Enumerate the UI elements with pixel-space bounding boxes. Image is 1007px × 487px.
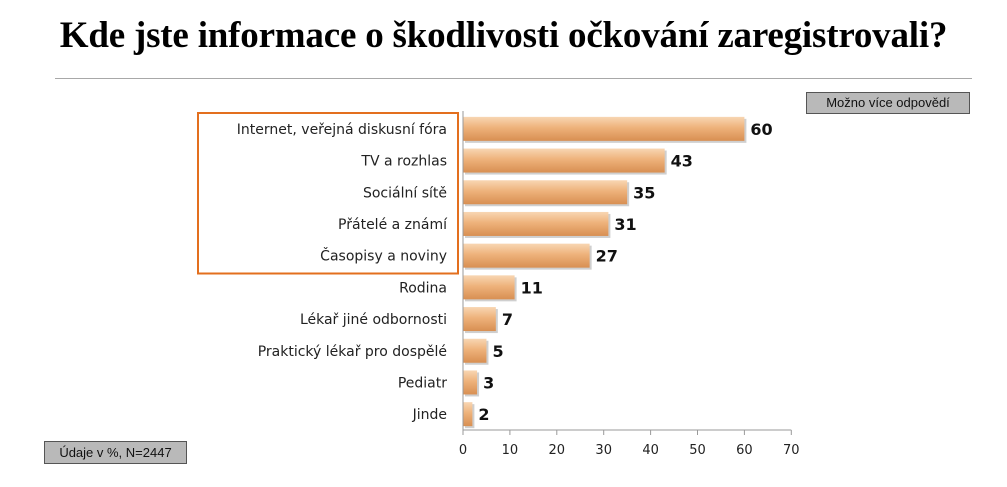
category-label: Přátelé a známí [338, 217, 448, 233]
bar-tv-a-rozhlas [463, 148, 665, 173]
category-label: Jinde [412, 407, 447, 423]
category-label: Internet, veřejná diskusní fóra [237, 122, 447, 138]
category-label: Lékař jiné odbornosti [300, 312, 447, 328]
x-tick-label: 60 [736, 443, 753, 458]
value-label: 5 [492, 342, 503, 361]
bar-socialni-site [463, 180, 628, 205]
value-label: 27 [596, 247, 618, 266]
bar-lekar-jine-odbornosti [463, 307, 496, 332]
x-tick-label: 30 [595, 443, 612, 458]
category-label: Praktický lékař pro dospělé [258, 344, 447, 360]
chart-title: Kde jste informace o škodlivosti očkován… [59, 15, 948, 56]
x-tick-label: 0 [459, 443, 467, 458]
value-label: 7 [502, 310, 513, 329]
bar-pratele-a-znami [463, 211, 609, 236]
x-tick-label: 40 [642, 443, 659, 458]
labels-layer: Internet, veřejná diskusní fóra 60 TV a ro… [197, 112, 800, 458]
x-tick-label: 50 [689, 443, 706, 458]
x-tick-label: 10 [502, 443, 519, 458]
title-divider [55, 78, 972, 79]
sample-size-note: Údaje v %, N=2447 [44, 441, 187, 464]
bars-layer [463, 116, 747, 429]
category-label: Rodina [399, 280, 447, 296]
x-tick-label: 20 [549, 443, 566, 458]
category-label: Pediatr [398, 375, 447, 391]
value-label: 60 [750, 120, 772, 139]
category-label: Sociální sítě [363, 185, 447, 201]
value-label: 35 [633, 183, 655, 202]
highlight-frame [197, 112, 459, 275]
bar-casopisy-a-noviny [463, 243, 590, 268]
value-label: 31 [614, 215, 636, 234]
category-label: TV a rozhlas [360, 154, 447, 170]
value-label: 2 [478, 405, 489, 424]
bar-prakticky-lekar-pro-dospele [463, 338, 487, 363]
category-label: Časopisy a noviny [320, 247, 447, 265]
bar-rodina [463, 275, 515, 300]
value-label: 43 [671, 152, 693, 171]
bar-pediatr [463, 370, 478, 395]
axis-layer [462, 111, 792, 435]
multiple-answers-note: Možno více odpovědí [806, 92, 970, 114]
bar-jinde [463, 402, 473, 427]
x-tick-label: 70 [783, 443, 800, 458]
value-label: 3 [483, 373, 494, 392]
bar-internet-verejna-diskusni-fora [463, 116, 745, 141]
value-label: 11 [521, 278, 543, 297]
